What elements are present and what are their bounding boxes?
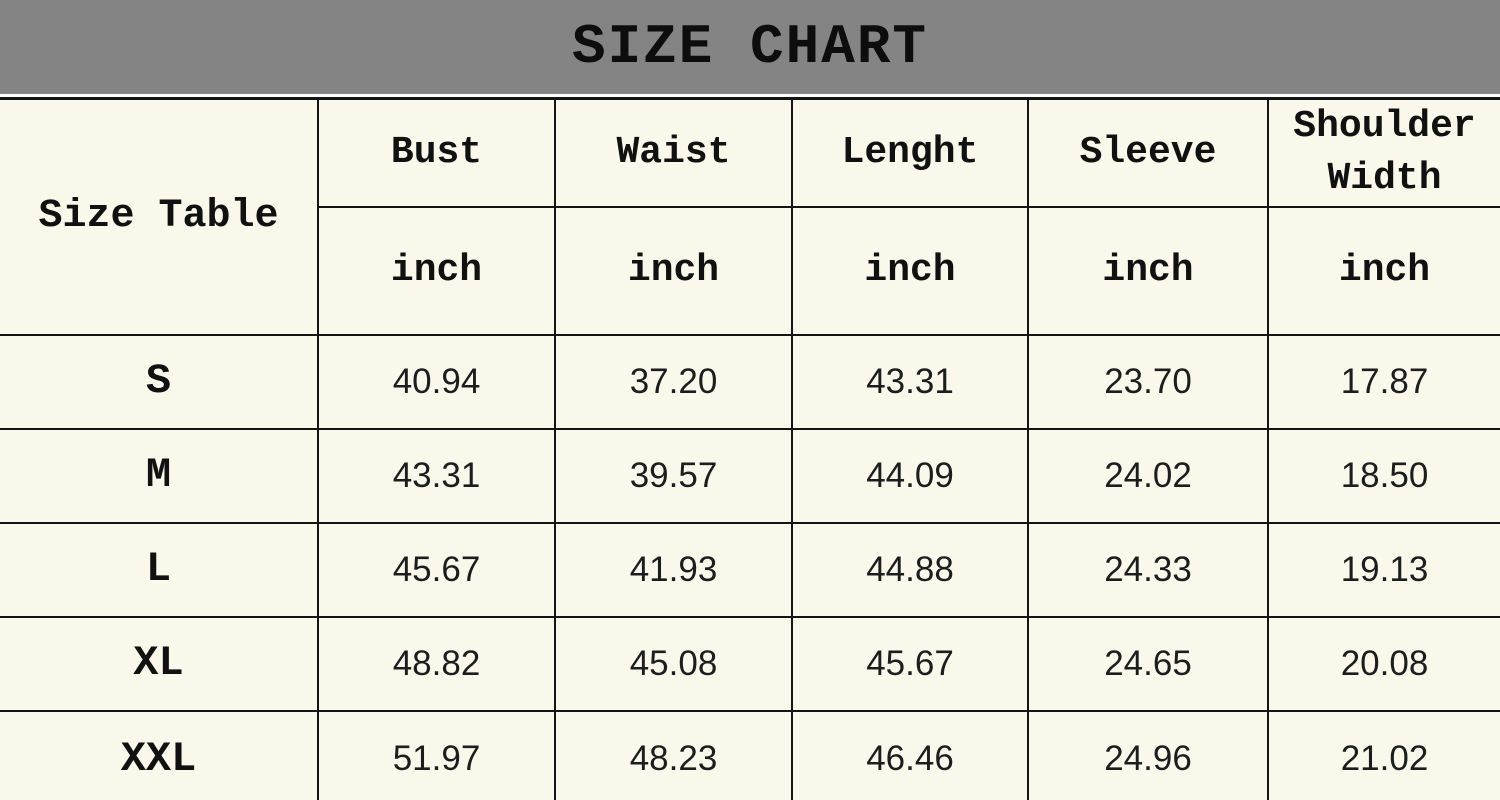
table-row-xl: XL 48.82 45.08 45.67 24.65 20.08: [0, 615, 1500, 712]
unit-cell-bust: inch: [318, 205, 556, 336]
value-cell: 24.96: [1027, 709, 1269, 800]
value-cell: 23.70: [1027, 333, 1269, 430]
value-cell: 19.13: [1267, 521, 1500, 618]
size-chart-title: SIZE CHART: [571, 15, 929, 79]
value-cell: 41.93: [554, 521, 793, 618]
value-cell: 44.09: [791, 427, 1029, 524]
value-cell: 43.31: [791, 333, 1029, 430]
value-cell: 39.57: [554, 427, 793, 524]
column-header-sleeve: Sleeve: [1027, 97, 1269, 208]
value-cell: 45.67: [317, 521, 556, 618]
corner-header-cell: Size Table: [0, 97, 319, 336]
table-row-s: S 40.94 37.20 43.31 23.70 17.87: [0, 333, 1500, 430]
value-cell: 45.08: [554, 615, 793, 712]
value-cell: 37.20: [554, 333, 793, 430]
value-cell: 17.87: [1267, 333, 1500, 430]
size-label: M: [0, 427, 319, 524]
table-row-m: M 43.31 39.57 44.09 24.02 18.50: [0, 427, 1500, 524]
size-table-wrap: Size Table Bust Waist Lenght Sleeve Shou…: [0, 97, 1500, 800]
size-chart-banner: SIZE CHART: [0, 0, 1500, 94]
value-cell: 46.46: [791, 709, 1029, 800]
column-header-length: Lenght: [791, 97, 1029, 208]
value-cell: 45.67: [791, 615, 1029, 712]
value-cell: 24.33: [1027, 521, 1269, 618]
size-table: Size Table Bust Waist Lenght Sleeve Shou…: [0, 97, 1500, 800]
unit-cell-waist: inch: [554, 205, 793, 336]
value-cell: 48.23: [554, 709, 793, 800]
unit-cell-shoulder-width: inch: [1267, 205, 1500, 336]
header-row-units: inch inch inch inch inch: [0, 205, 1500, 336]
value-cell: 44.88: [791, 521, 1029, 618]
value-cell: 43.31: [317, 427, 556, 524]
size-label: S: [0, 333, 319, 430]
value-cell: 20.08: [1267, 615, 1500, 712]
column-header-bust: Bust: [317, 97, 556, 208]
value-cell: 24.02: [1027, 427, 1269, 524]
unit-cell-length: inch: [791, 205, 1029, 336]
unit-cell-sleeve: inch: [1027, 205, 1269, 336]
header-row-measures: Size Table Bust Waist Lenght Sleeve Shou…: [0, 97, 1500, 336]
value-cell: 51.97: [317, 709, 556, 800]
value-cell: 18.50: [1267, 427, 1500, 524]
column-header-shoulder-width: Shoulder Width: [1267, 97, 1500, 208]
table-row-xxl: XXL 51.97 48.23 46.46 24.96 21.02: [0, 709, 1500, 800]
size-label: XL: [0, 615, 319, 712]
size-label: XXL: [0, 709, 319, 800]
value-cell: 48.82: [317, 615, 556, 712]
value-cell: 21.02: [1267, 709, 1500, 800]
value-cell: 24.65: [1027, 615, 1269, 712]
size-label: L: [0, 521, 319, 618]
value-cell: 40.94: [317, 333, 556, 430]
column-header-waist: Waist: [554, 97, 793, 208]
table-row-l: L 45.67 41.93 44.88 24.33 19.13: [0, 521, 1500, 618]
